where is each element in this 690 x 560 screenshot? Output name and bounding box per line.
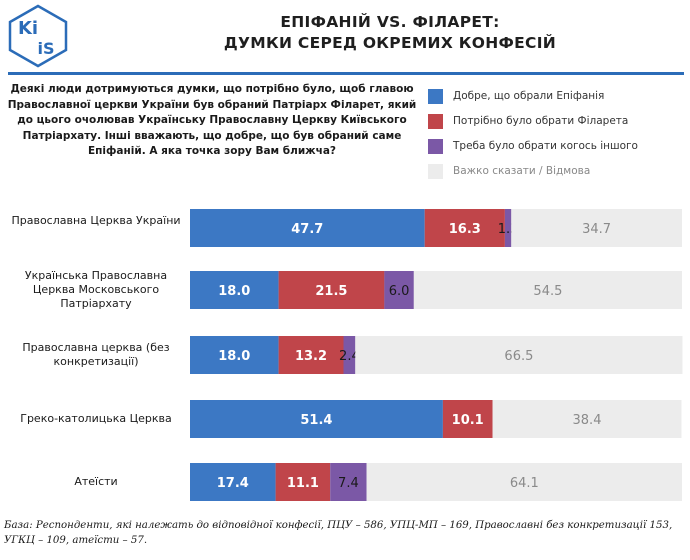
survey-question: Деякі люди дотримуються думки, що потріб… (7, 83, 417, 157)
footnote: База: Респонденти, які належать до відпо… (4, 520, 673, 546)
data-label: 6.0 (389, 284, 410, 299)
bar-segment (190, 463, 276, 501)
bar-segment (275, 463, 331, 501)
legend-swatch (428, 163, 443, 179)
stacked-bar-chart: 47.7 16.3 1.3 34.7 18.0 21.5 6.0 54.5 18.0 13.2 2.… (0, 195, 690, 515)
data-label: 64.1 (510, 476, 539, 491)
kiis-logo: Ki iS (8, 4, 68, 68)
bar-segment (343, 336, 356, 374)
bar-segment (190, 209, 425, 247)
category-label: Православна Церква України (11, 214, 181, 227)
bars-svg: 47.7 16.3 1.3 34.718.0 21.5 6.0 54.518.0 13.2 2.… (190, 209, 683, 501)
data-label: 21.5 (315, 284, 347, 299)
bar-segment (366, 463, 682, 501)
data-label: 10.1 (452, 413, 484, 428)
bar-segment (442, 400, 493, 438)
data-label: 38.4 (573, 413, 602, 428)
logo-text-top: Ki (18, 18, 38, 39)
title-line-1: ЕПІФАНІЙ VS. ФІЛАРЕТ: (280, 13, 500, 31)
bar-segment (190, 336, 279, 374)
category-label: Греко-католицька Церква (20, 412, 172, 425)
bar-segment (492, 400, 682, 438)
category-label: Атеїсти (74, 475, 118, 488)
bar-segment (278, 271, 385, 309)
legend-label: Важко сказати / Відмова (453, 165, 591, 177)
data-label: 54.5 (533, 284, 562, 299)
legend-label: Потрібно було обрати Філарета (453, 115, 629, 127)
category-label: Православна церква (без конкретизації) (22, 341, 170, 368)
data-label: 17.4 (217, 476, 249, 491)
data-label: 18.0 (218, 284, 250, 299)
title-line-2: ДУМКИ СЕРЕД ОКРЕМИХ КОНФЕСІЙ (223, 34, 557, 52)
data-label: 16.3 (449, 222, 481, 237)
bar-segment (504, 209, 512, 247)
data-label: 7.4 (338, 476, 359, 491)
bar-segment (330, 463, 367, 501)
legend-item: Важко сказати / Відмова (428, 163, 590, 179)
legend-label: Треба було обрати когось іншого (453, 140, 638, 152)
legend-swatch (428, 88, 443, 104)
bar-segment (424, 209, 505, 247)
data-label: 66.5 (504, 349, 533, 364)
legend-swatch (428, 113, 443, 129)
legend-swatch (428, 138, 443, 154)
legend-item: Потрібно було обрати Філарета (428, 113, 628, 129)
bar-segment (355, 336, 683, 374)
data-label: 2.4 (339, 349, 360, 364)
data-label: 51.4 (300, 413, 332, 428)
legend-item: Добре, що обрали Епіфанія (428, 88, 604, 104)
bar-segment (413, 271, 682, 309)
legend-label: Добре, що обрали Епіфанія (453, 90, 605, 102)
data-label: 13.2 (295, 349, 327, 364)
bar-segment (190, 271, 279, 309)
data-label: 18.0 (218, 349, 250, 364)
bar-segment (278, 336, 344, 374)
bar-segment (511, 209, 682, 247)
bar-segment (190, 400, 443, 438)
legend-item: Треба було обрати когось іншого (428, 138, 638, 154)
title-divider (8, 72, 684, 75)
category-label: Українська Православна Церква Московсько… (24, 269, 168, 310)
data-label: 34.7 (582, 222, 611, 237)
logo-text-bottom: iS (37, 39, 54, 58)
data-label: 11.1 (287, 476, 319, 491)
page-title: ЕПІФАНІЙ VS. ФІЛАРЕТ: ДУМКИ СЕРЕД ОКРЕМИ… (150, 12, 630, 54)
data-label: 47.7 (291, 222, 323, 237)
bar-segment (384, 271, 414, 309)
